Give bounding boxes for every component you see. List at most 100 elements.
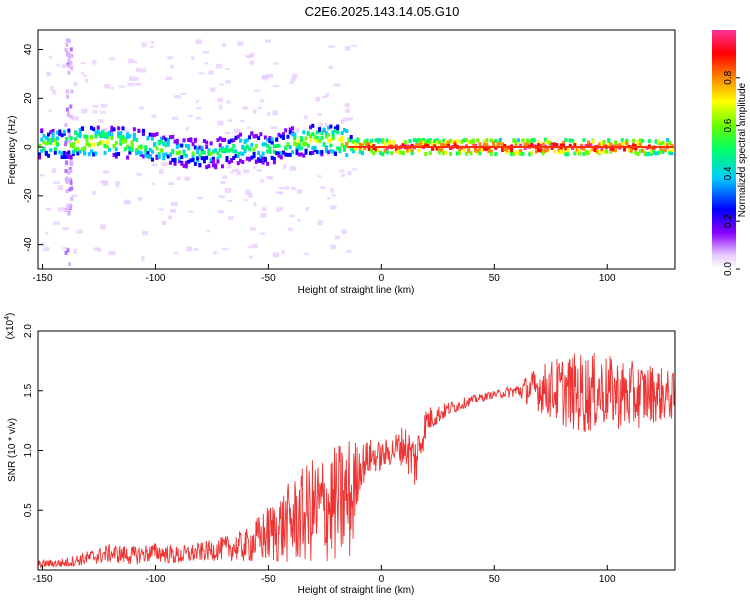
spectrogram-speckle bbox=[71, 194, 78, 197]
spectrogram-cell bbox=[295, 142, 299, 147]
spectrogram-streak bbox=[69, 47, 73, 52]
spectrogram-cell bbox=[162, 141, 166, 146]
spectrogram-speckle bbox=[224, 132, 231, 135]
spectrogram-cell bbox=[455, 139, 459, 144]
spectrogram-cell bbox=[261, 142, 265, 147]
spectrogram-cell bbox=[184, 164, 188, 169]
spectrogram-cell bbox=[205, 145, 209, 150]
spectrogram-cell bbox=[340, 135, 344, 140]
spectrogram-cell bbox=[663, 142, 667, 147]
spectrogram-cell bbox=[193, 161, 197, 166]
spectrogram-cell bbox=[230, 158, 234, 163]
spectrogram-cell bbox=[162, 135, 166, 140]
spectrogram-cell bbox=[510, 152, 514, 157]
spectrogram-cell bbox=[372, 146, 376, 151]
spectrogram-cell bbox=[492, 140, 496, 145]
spectrogram-speckle bbox=[260, 213, 267, 218]
spectrogram-cell bbox=[487, 148, 491, 153]
spectrogram-speckle bbox=[259, 99, 264, 103]
spectrogram-speckle bbox=[134, 82, 142, 86]
spectrogram-speckle bbox=[324, 123, 328, 127]
spectrogram-cell bbox=[541, 142, 545, 147]
spectrogram-streak bbox=[70, 89, 74, 94]
spectrogram-cell bbox=[659, 146, 663, 151]
spectrogram-cell bbox=[114, 154, 118, 159]
spectrogram-cell bbox=[428, 151, 432, 156]
spectrogram-cell bbox=[87, 142, 91, 147]
spectrogram-speckle bbox=[161, 220, 167, 226]
spectrogram-speckle bbox=[224, 188, 232, 193]
spectrogram-speckle bbox=[171, 201, 178, 207]
spectrogram-cell bbox=[376, 139, 380, 144]
spectrogram-cell bbox=[329, 124, 333, 129]
spectrogram-x-tick-label: -50 bbox=[261, 273, 276, 284]
spectrogram-panel: -150 -100 -50 0 50 100 -40 -20 0 20 40 Height of … bbox=[7, 29, 676, 296]
spectrogram-speckle bbox=[222, 43, 227, 48]
spectrogram-cell bbox=[311, 132, 315, 137]
colorbar-tick-label: 0.6 bbox=[723, 118, 734, 132]
spectrogram-speckle bbox=[315, 96, 321, 102]
spectrogram-cell bbox=[182, 163, 186, 168]
spectrogram-cell bbox=[196, 146, 200, 151]
spectrogram-cell bbox=[141, 128, 145, 133]
spectrogram-streak bbox=[65, 189, 69, 194]
spectrogram-cell bbox=[388, 139, 392, 144]
spectrogram-cell bbox=[236, 151, 240, 156]
spectrogram-cell bbox=[489, 151, 493, 156]
spectrogram-cell bbox=[629, 148, 633, 153]
spectrogram-cell bbox=[559, 143, 563, 148]
spectrogram-cell bbox=[464, 151, 468, 156]
spectrogram-cell bbox=[241, 159, 245, 164]
spectrogram-streak bbox=[67, 38, 71, 43]
spectrogram-cell bbox=[426, 143, 430, 148]
spectrogram-cell bbox=[40, 128, 44, 133]
spectrogram-cell bbox=[94, 134, 98, 139]
spectrogram-cell bbox=[419, 138, 423, 143]
spectrogram-cell bbox=[367, 146, 371, 151]
spectrogram-cell bbox=[272, 149, 276, 154]
spectrogram-speckle bbox=[240, 119, 245, 123]
spectrogram-cell bbox=[202, 150, 206, 155]
spectrogram-cell bbox=[42, 140, 46, 145]
snr-y-tick-label: 1.0 bbox=[23, 443, 34, 457]
spectrogram-cell bbox=[435, 140, 439, 145]
spectrogram-cell bbox=[408, 139, 412, 144]
spectrogram-cell bbox=[331, 133, 335, 138]
spectrogram-cell bbox=[338, 147, 342, 152]
spectrogram-cell bbox=[49, 137, 53, 142]
spectrogram-speckle bbox=[108, 57, 116, 61]
spectrogram-cell bbox=[598, 142, 602, 147]
spectrogram-cell bbox=[266, 161, 270, 166]
spectrogram-streak bbox=[66, 111, 70, 116]
spectrogram-speckle bbox=[230, 171, 234, 174]
spectrogram-cell bbox=[58, 131, 62, 136]
spectrogram-cell bbox=[211, 163, 215, 168]
spectrogram-streak bbox=[68, 139, 72, 144]
spectrogram-cell bbox=[636, 152, 640, 157]
spectrogram-speckle bbox=[317, 220, 323, 226]
spectrogram-cell bbox=[591, 139, 595, 144]
spectrogram-cell bbox=[173, 159, 177, 164]
spectrogram-cell bbox=[602, 143, 606, 148]
spectrogram-cell bbox=[261, 160, 265, 165]
spectrogram-speckle bbox=[334, 235, 341, 240]
snr-y-axis-label: SNR (10 * v/v) bbox=[7, 418, 18, 482]
spectrogram-cell bbox=[304, 148, 308, 153]
spectrogram-cell bbox=[422, 137, 426, 142]
spectrogram-cell bbox=[268, 136, 272, 141]
spectrogram-cell bbox=[564, 152, 568, 157]
spectrogram-cell bbox=[401, 143, 405, 148]
spectrogram-streak bbox=[67, 54, 71, 59]
spectrogram-cell bbox=[397, 149, 401, 154]
spectrogram-cell bbox=[53, 141, 57, 146]
spectrogram-cell bbox=[51, 138, 55, 143]
spectrogram-cell bbox=[302, 153, 306, 158]
spectrogram-cell bbox=[53, 147, 57, 152]
spectrogram-cell bbox=[342, 128, 346, 133]
snr-x-tick-label: -150 bbox=[33, 574, 53, 585]
spectrogram-cell bbox=[370, 138, 374, 143]
spectrogram-cell bbox=[211, 156, 215, 161]
spectrogram-cell bbox=[209, 157, 213, 162]
spectrogram-cell bbox=[121, 138, 125, 143]
spectrogram-cell bbox=[232, 143, 236, 148]
